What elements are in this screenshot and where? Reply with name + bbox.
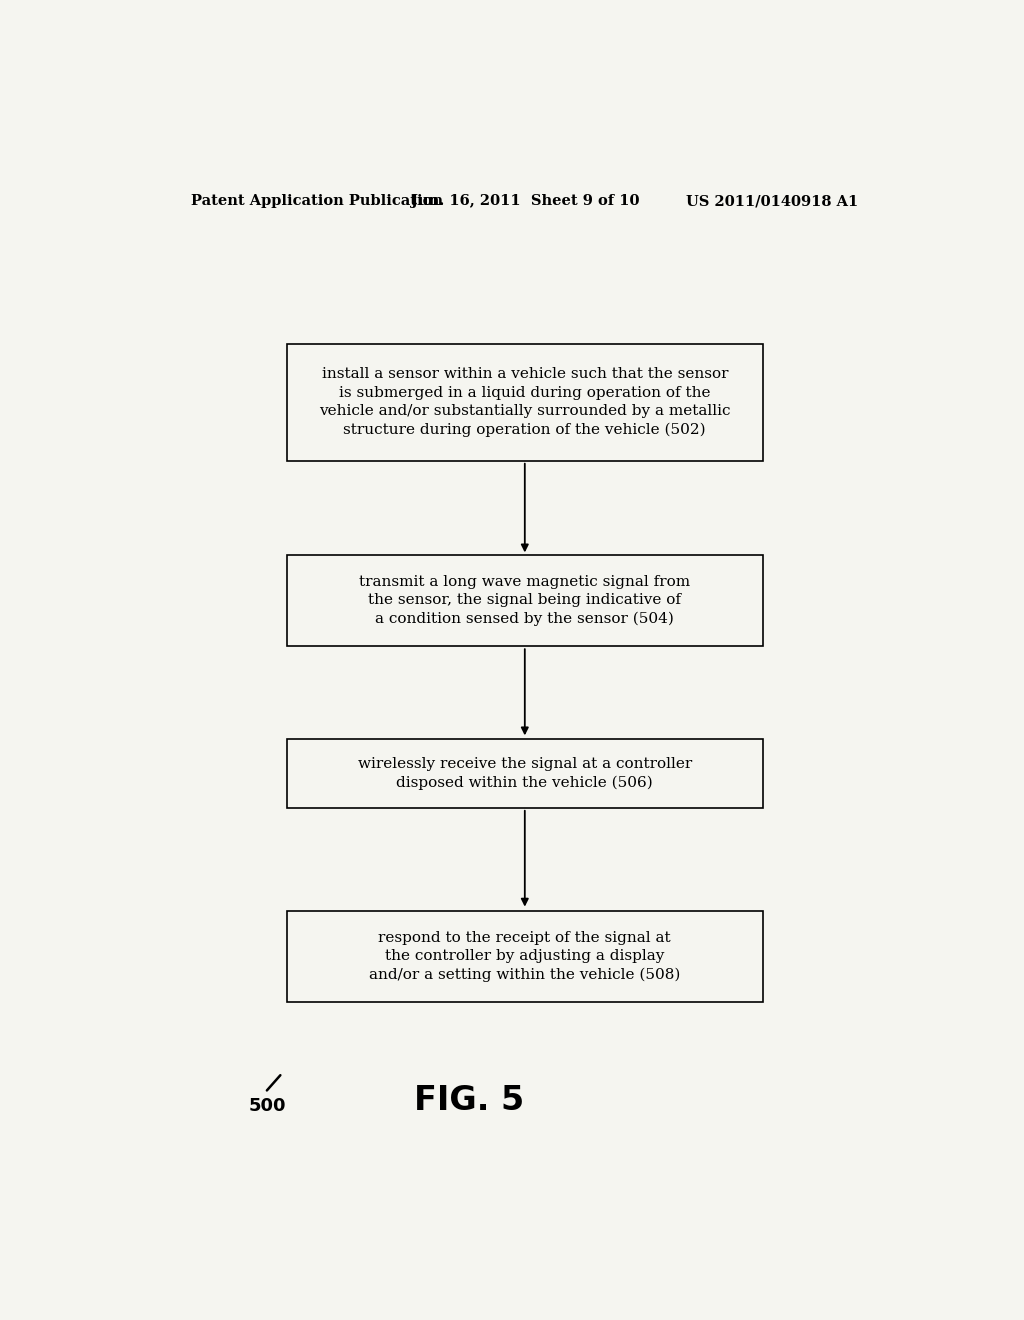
FancyBboxPatch shape [287, 554, 763, 647]
FancyBboxPatch shape [287, 345, 763, 461]
Text: install a sensor within a vehicle such that the sensor
is submerged in a liquid : install a sensor within a vehicle such t… [319, 367, 730, 437]
Text: transmit a long wave magnetic signal from
the sensor, the signal being indicativ: transmit a long wave magnetic signal fro… [359, 576, 690, 626]
Text: Patent Application Publication: Patent Application Publication [191, 194, 443, 209]
FancyBboxPatch shape [287, 911, 763, 1002]
FancyBboxPatch shape [287, 739, 763, 808]
Text: US 2011/0140918 A1: US 2011/0140918 A1 [686, 194, 858, 209]
Text: 500: 500 [248, 1097, 286, 1114]
Text: wirelessly receive the signal at a controller
disposed within the vehicle (506): wirelessly receive the signal at a contr… [357, 756, 692, 789]
Text: respond to the receipt of the signal at
the controller by adjusting a display
an: respond to the receipt of the signal at … [369, 931, 681, 982]
Text: FIG. 5: FIG. 5 [414, 1084, 524, 1117]
Text: Jun. 16, 2011  Sheet 9 of 10: Jun. 16, 2011 Sheet 9 of 10 [411, 194, 639, 209]
